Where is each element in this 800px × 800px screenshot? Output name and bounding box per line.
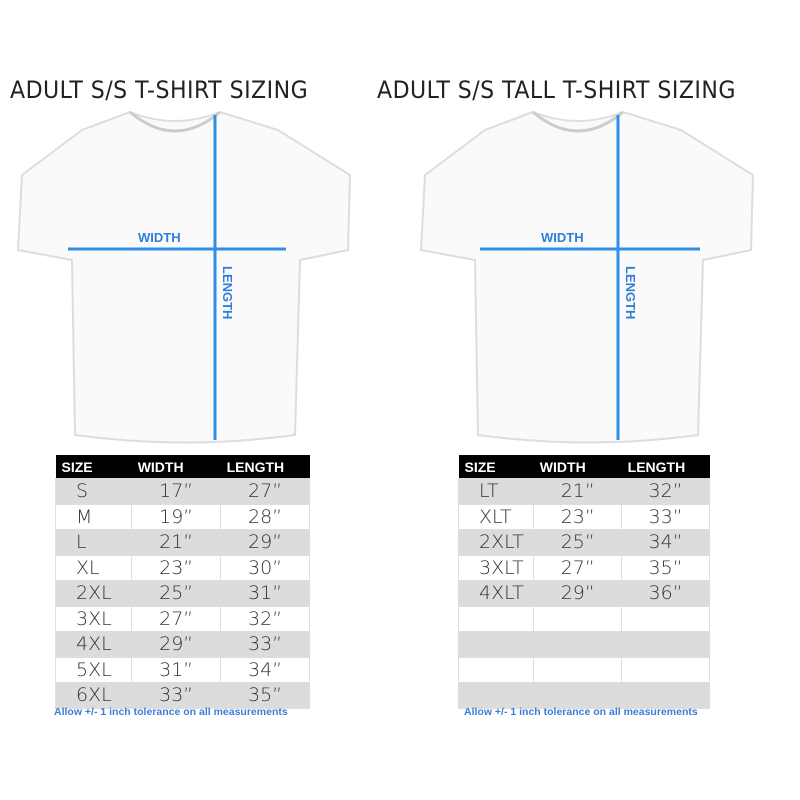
column-header: WIDTH <box>533 455 622 479</box>
table-cell: 30” <box>220 554 310 581</box>
table-cell: 5XL <box>54 656 133 683</box>
length-label: LENGTH <box>220 266 235 319</box>
table-row: 2XLT 25” 34” <box>457 529 710 556</box>
table-cell: 21” <box>533 478 623 505</box>
chart-title-tall: ADULT S/S TALL T-SHIRT SIZING <box>377 76 736 104</box>
table-row: 2XL 25” 31” <box>54 580 310 607</box>
table-cell: 27” <box>220 478 310 505</box>
table-cell: 33” <box>621 503 710 530</box>
table-row: 3XLT 27” 35” <box>457 554 710 581</box>
table-cell: 2XL <box>54 580 133 607</box>
table-cell <box>621 656 710 683</box>
table-cell: 29” <box>533 580 623 607</box>
table-cell: 29” <box>131 631 222 658</box>
column-header: LENGTH <box>621 455 710 479</box>
table-cell: 27” <box>131 605 222 632</box>
table-cell: 33” <box>131 682 222 709</box>
table-cell: XL <box>54 554 133 581</box>
table-row <box>457 656 710 683</box>
table-cell <box>533 605 623 632</box>
table-row: L 21” 29” <box>54 529 310 556</box>
table-cell: LT <box>457 478 535 505</box>
width-label: WIDTH <box>138 230 181 245</box>
header-row: SIZE WIDTH LENGTH <box>458 455 710 479</box>
tshirt-diagram-regular: WIDTH LENGTH <box>16 110 352 444</box>
table-row: 6XL 33” 35” <box>54 682 310 709</box>
table-cell: 31” <box>131 656 222 683</box>
table-row: M 19” 28” <box>54 503 310 530</box>
table-cell: 3XL <box>54 605 133 632</box>
tshirt-shape <box>16 110 352 444</box>
table-cell: 3XLT <box>457 554 535 581</box>
tshirt-collar <box>532 110 624 133</box>
table-cell: 27” <box>533 554 623 581</box>
table-cell: 19” <box>131 503 222 530</box>
table-cell <box>457 656 535 683</box>
table-cell: 36” <box>621 580 710 607</box>
table-cell: 17” <box>131 478 222 505</box>
column-header: WIDTH <box>131 455 221 479</box>
table-cell: 35” <box>621 554 710 581</box>
table-cell <box>621 631 710 658</box>
tshirt-collar <box>129 110 221 133</box>
table-row <box>457 605 710 632</box>
size-table-regular: SIZE WIDTH LENGTH S 17” 27” M 19” 28” L 21” 29” XL 23… <box>54 455 310 709</box>
table-cell <box>533 682 623 709</box>
table-row: S 17” 27” <box>54 478 310 505</box>
table-row: 4XLT 29” 36” <box>457 580 710 607</box>
width-label: WIDTH <box>541 230 584 245</box>
column-header: SIZE <box>55 455 132 479</box>
table-cell <box>457 682 535 709</box>
table-cell: 25” <box>533 529 623 556</box>
table-cell: 29” <box>220 529 310 556</box>
table-row: LT 21” 32” <box>457 478 710 505</box>
length-label: LENGTH <box>623 266 638 319</box>
table-cell: 4XLT <box>457 580 535 607</box>
header-row: SIZE WIDTH LENGTH <box>55 455 310 479</box>
table-row <box>457 682 710 709</box>
table-row: XL 23” 30” <box>54 554 310 581</box>
table-cell: 34” <box>621 529 710 556</box>
table-cell: 33” <box>220 631 310 658</box>
table-cell: 31” <box>220 580 310 607</box>
table-cell <box>621 682 710 709</box>
chart-title-regular: ADULT S/S T-SHIRT SIZING <box>10 76 309 104</box>
table-cell <box>621 605 710 632</box>
table-cell: 23” <box>533 503 623 530</box>
table-cell: 28” <box>220 503 310 530</box>
table-cell: 6XL <box>54 682 133 709</box>
column-header: LENGTH <box>220 455 310 479</box>
tshirt-shape <box>419 110 755 444</box>
table-cell: 21” <box>131 529 222 556</box>
table-cell <box>533 631 623 658</box>
table-row: 5XL 31” 34” <box>54 656 310 683</box>
table-cell: XLT <box>457 503 535 530</box>
table-cell: 4XL <box>54 631 133 658</box>
table-row <box>457 631 710 658</box>
size-table-tall: SIZE WIDTH LENGTH LT 21” 32” XLT 23” 33” 2XLT 25” 3… <box>457 455 710 709</box>
table-row: 3XL 27” 32” <box>54 605 310 632</box>
table-cell: L <box>54 529 133 556</box>
table-cell: 2XLT <box>457 529 535 556</box>
table-cell: 34” <box>220 656 310 683</box>
table-cell <box>457 605 535 632</box>
table-cell: 25” <box>131 580 222 607</box>
table-cell: 35” <box>220 682 310 709</box>
tolerance-note: Allow +/- 1 inch tolerance on all measur… <box>464 706 698 718</box>
table-row: XLT 23” 33” <box>457 503 710 530</box>
column-header: SIZE <box>458 455 534 479</box>
tolerance-note: Allow +/- 1 inch tolerance on all measur… <box>54 706 288 718</box>
table-cell: M <box>54 503 133 530</box>
table-cell: 32” <box>220 605 310 632</box>
table-row: 4XL 29” 33” <box>54 631 310 658</box>
table-cell: 23” <box>131 554 222 581</box>
table-cell: S <box>54 478 133 505</box>
tshirt-diagram-tall: WIDTH LENGTH <box>419 110 755 444</box>
table-cell: 32” <box>621 478 710 505</box>
table-cell <box>457 631 535 658</box>
table-cell <box>533 656 623 683</box>
